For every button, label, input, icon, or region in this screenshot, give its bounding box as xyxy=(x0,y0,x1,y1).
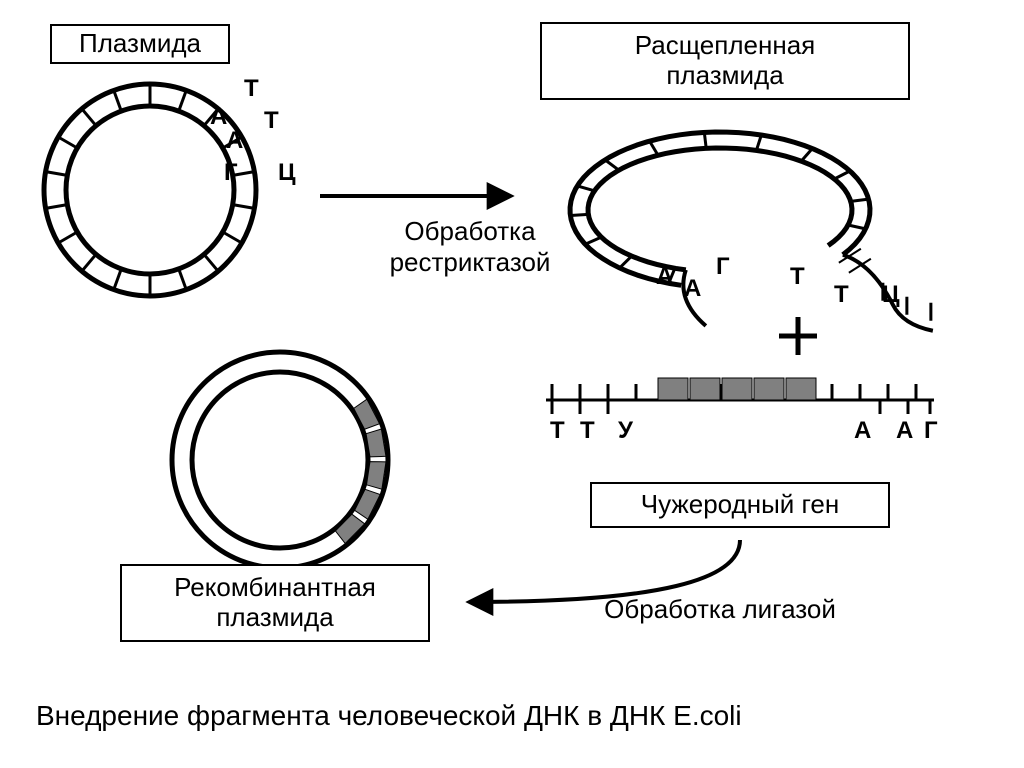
text-ligase: Обработка лигазой xyxy=(604,594,836,624)
diagram-stage: ТАТАГЦААГТТЦТТУААГ Плазмида Расщепленная… xyxy=(0,0,1024,768)
nucleotide-label: Т xyxy=(244,75,259,102)
nucleotide-label: А xyxy=(684,275,701,302)
caption-text: Внедрение фрагмента человеческой ДНК в Д… xyxy=(36,700,742,731)
box-plasmid-label: Плазмида xyxy=(50,24,230,64)
diagram-svg: ТАТАГЦААГТТЦТТУААГ xyxy=(0,0,1024,768)
nucleotide-label: А xyxy=(226,127,243,154)
nucleotide-label: А xyxy=(210,103,227,130)
text-foreign-gene: Чужеродный ген xyxy=(641,490,840,520)
text-cleaved-plasmid: Расщепленнаяплазмида xyxy=(635,31,815,91)
nucleotide-label: Т xyxy=(790,263,805,290)
nucleotide-label: Г xyxy=(716,253,730,280)
nucleotide-label: Т xyxy=(834,281,849,308)
nucleotide-label: Т xyxy=(580,417,595,444)
nucleotide-label: Г xyxy=(224,159,238,186)
text-plasmid: Плазмида xyxy=(79,29,201,59)
nucleotide-label: А xyxy=(896,417,913,444)
nucleotide-label: А xyxy=(656,263,673,290)
text-restriction: Обработкарестриктазой xyxy=(390,216,551,277)
box-foreign-gene-label: Чужеродный ген xyxy=(590,482,890,528)
nucleotide-label: Ц xyxy=(882,281,900,308)
box-cleaved-plasmid-label: Расщепленнаяплазмида xyxy=(540,22,910,100)
nucleotide-label: Ц xyxy=(278,159,296,186)
label-ligase-treatment: Обработка лигазой xyxy=(560,594,880,625)
nucleotide-label: У xyxy=(618,417,634,444)
nucleotide-label: Т xyxy=(550,417,565,444)
nucleotide-label: А xyxy=(854,417,871,444)
nucleotide-label: Г xyxy=(924,417,938,444)
nucleotide-label: Т xyxy=(264,107,279,134)
label-restriction-treatment: Обработкарестриктазой xyxy=(340,216,600,278)
text-recombinant-plasmid: Рекомбинантнаяплазмида xyxy=(174,573,376,633)
box-recombinant-plasmid-label: Рекомбинантнаяплазмида xyxy=(120,564,430,642)
figure-caption: Внедрение фрагмента человеческой ДНК в Д… xyxy=(36,700,1024,732)
